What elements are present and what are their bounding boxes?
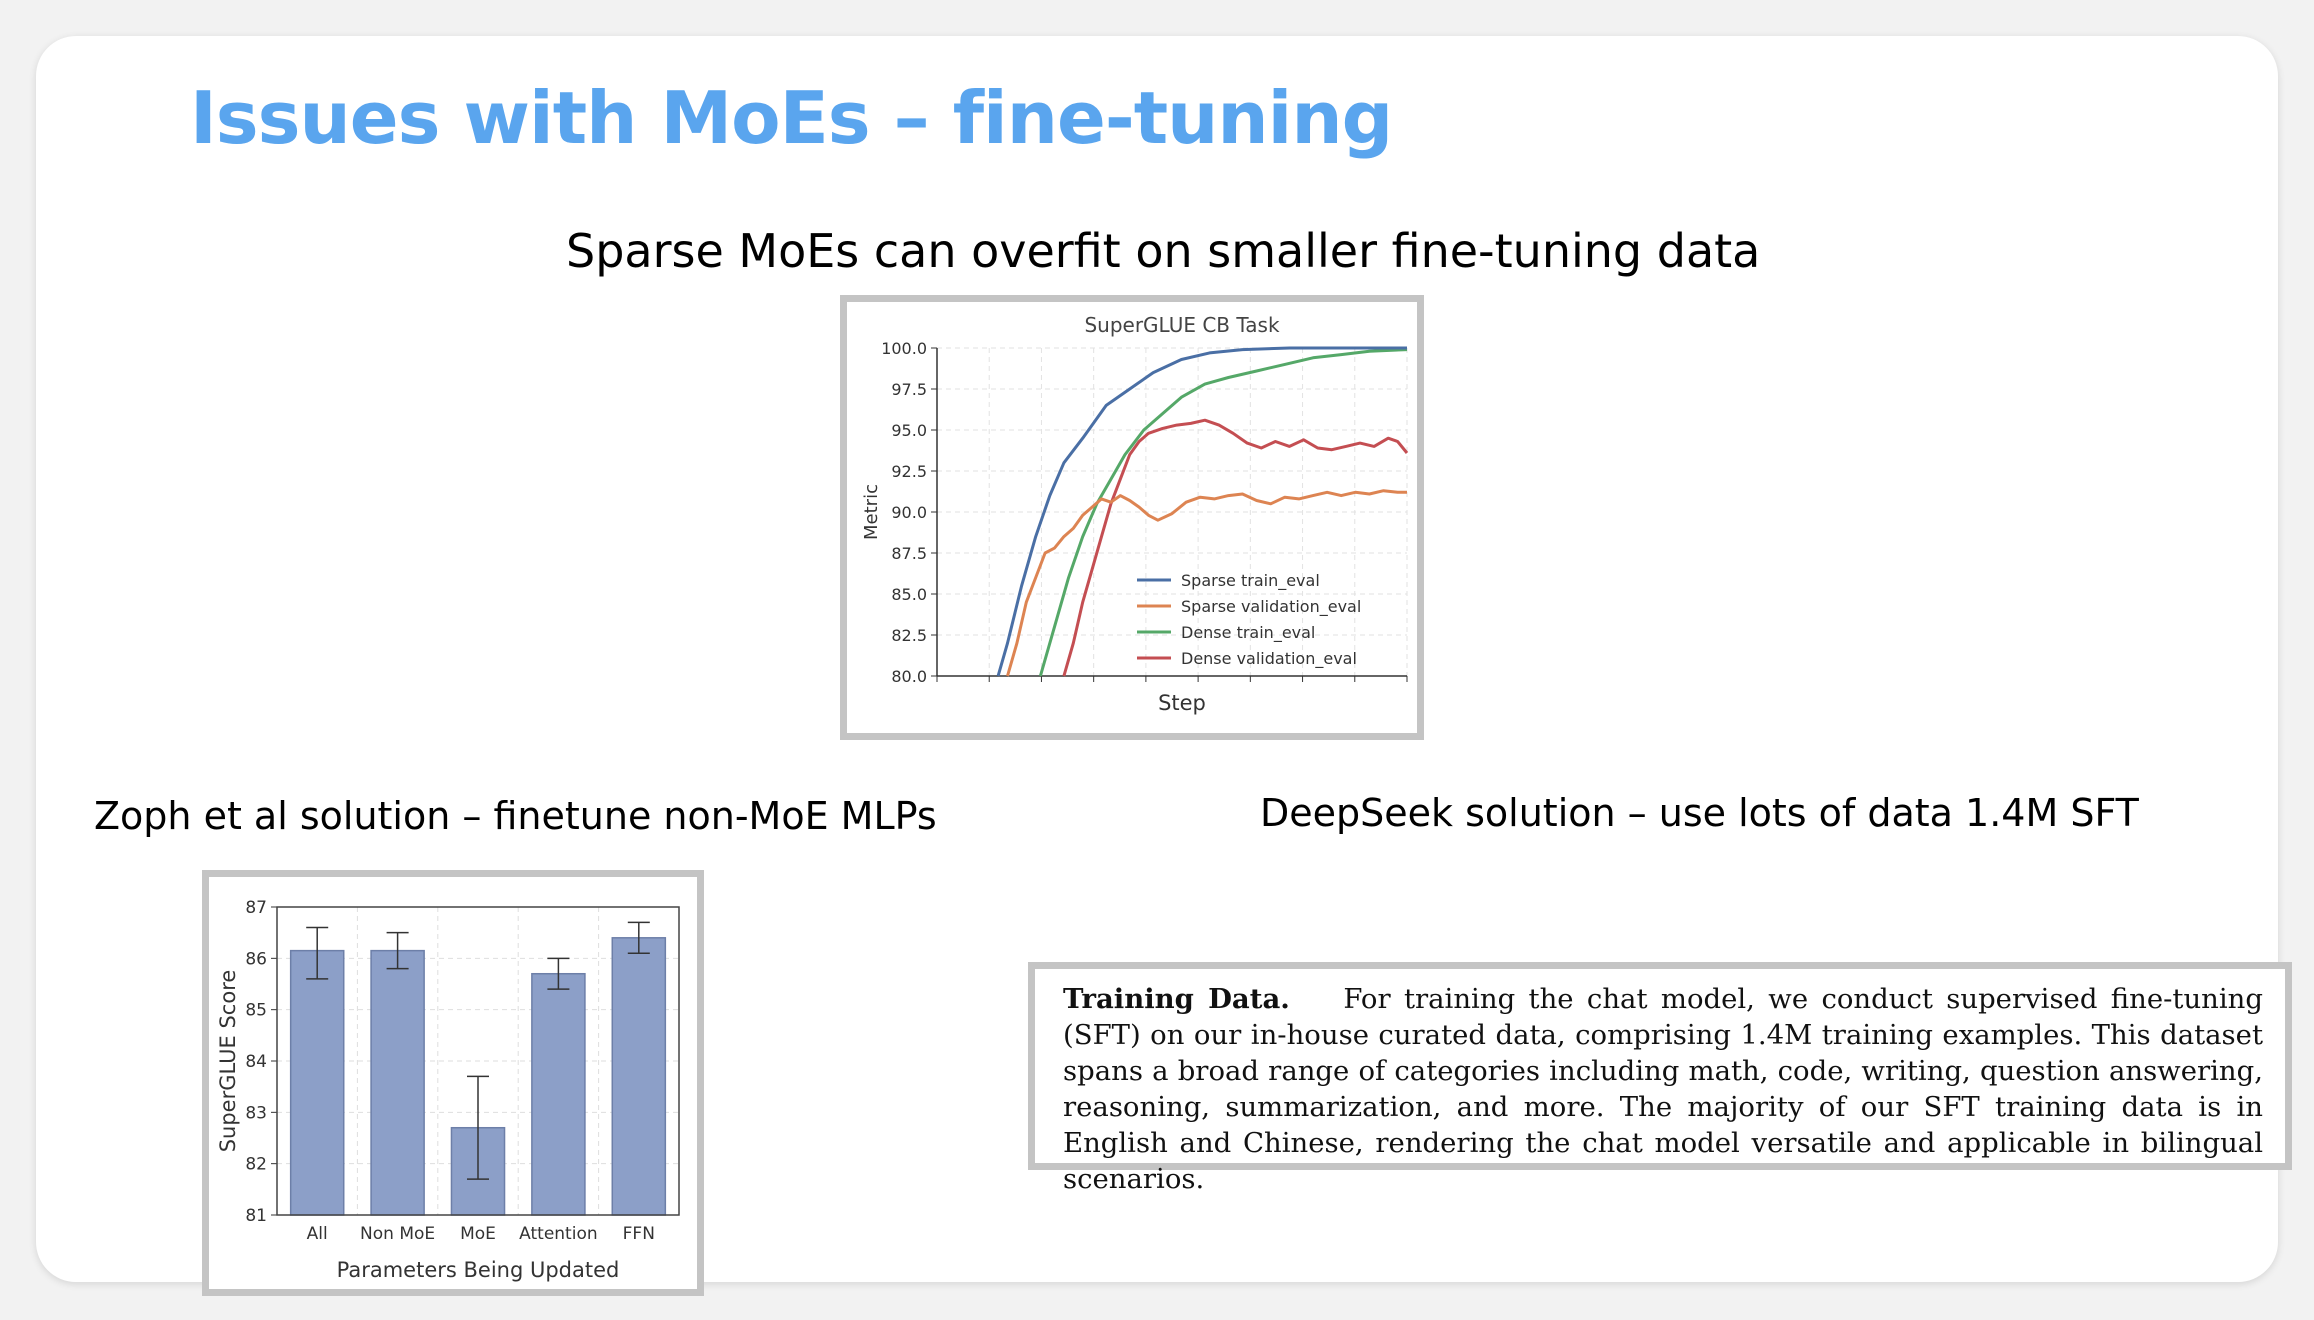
series-line: [1038, 348, 1408, 677]
plot-frame: [276, 906, 680, 1216]
y-tick-label: 85: [245, 1001, 267, 1021]
y-tick-label: 90.0: [891, 503, 927, 522]
line-chart-frame: SuperGLUE CB Task 80.0 82.5 85.0 87.5 90.0 92.…: [840, 295, 1424, 740]
series-line: [1062, 418, 1409, 677]
bar-chart: 81 82 83 84 85 86 87 All Non MoE MoE Attention FFNP…: [216, 898, 680, 1282]
y-axis-label: SuperGLUE Score: [216, 970, 240, 1153]
x-axis-label: Parameters Being Updated: [337, 1258, 620, 1282]
slide-title: Issues with MoEs – fine-tuning: [190, 76, 1393, 160]
y-tick-label: 92.5: [891, 462, 927, 481]
excerpt-body: For training the chat model, we conduct …: [1063, 983, 2263, 1195]
subtitle-left: Zoph et al solution – finetune non-MoE M…: [94, 794, 937, 838]
y-tick-label: 80.0: [891, 667, 927, 686]
x-tick-label: All: [307, 1224, 328, 1244]
x-tick-label: Attention: [519, 1224, 597, 1244]
x-tick-label: MoE: [460, 1224, 496, 1244]
y-tick-label: 87: [245, 898, 267, 918]
line-chart: SuperGLUE CB Task 80.0 82.5 85.0 87.5 90.0 92.…: [861, 313, 1409, 715]
legend-label: Dense train_eval: [1181, 623, 1315, 643]
excerpt-paragraph: Training Data. For training the chat mod…: [1063, 981, 2263, 1197]
bar: [611, 937, 667, 1216]
y-tick-label: 81: [245, 1206, 267, 1226]
subtitle-top: Sparse MoEs can overfit on smaller fine-…: [566, 224, 1761, 278]
bar: [289, 949, 345, 1216]
y-tick-label: 86: [245, 949, 267, 969]
bar: [370, 949, 425, 1216]
y-tick-label: 85.0: [891, 585, 927, 604]
x-tick-label: FFN: [623, 1224, 655, 1244]
legend-label: Dense validation_eval: [1181, 649, 1357, 669]
y-tick-label: 95.0: [891, 421, 927, 440]
training-data-excerpt: Training Data. For training the chat mod…: [1028, 962, 2292, 1195]
subtitle-right: DeepSeek solution – use lots of data 1.4…: [1260, 791, 2139, 835]
y-tick-label: 84: [245, 1052, 267, 1072]
chart-title: SuperGLUE CB Task: [1084, 313, 1279, 337]
legend-label: Sparse validation_eval: [1181, 597, 1361, 617]
slide: Issues with MoEs – fine-tuning Sparse Mo…: [36, 36, 2292, 1296]
legend-label: Sparse train_eval: [1181, 571, 1320, 591]
y-tick-label: 83: [245, 1103, 267, 1123]
bar: [531, 972, 586, 1216]
x-axis-label: Step: [1158, 691, 1206, 715]
y-tick-label: 82.5: [891, 626, 927, 645]
x-tick-label: Non MoE: [360, 1224, 435, 1244]
y-tick-label: 87.5: [891, 544, 927, 563]
y-tick-label: 97.5: [891, 380, 927, 399]
bar-chart-frame: 81 82 83 84 85 86 87 All Non MoE MoE Attention FFN P…: [202, 870, 704, 1296]
series-line: [1006, 489, 1407, 677]
series-line: [996, 346, 1407, 677]
y-tick-label: 82: [245, 1155, 267, 1175]
excerpt-heading: Training Data.: [1063, 983, 1290, 1015]
y-axis-label: Metric: [861, 484, 882, 540]
y-tick-label: 100.0: [881, 339, 927, 358]
